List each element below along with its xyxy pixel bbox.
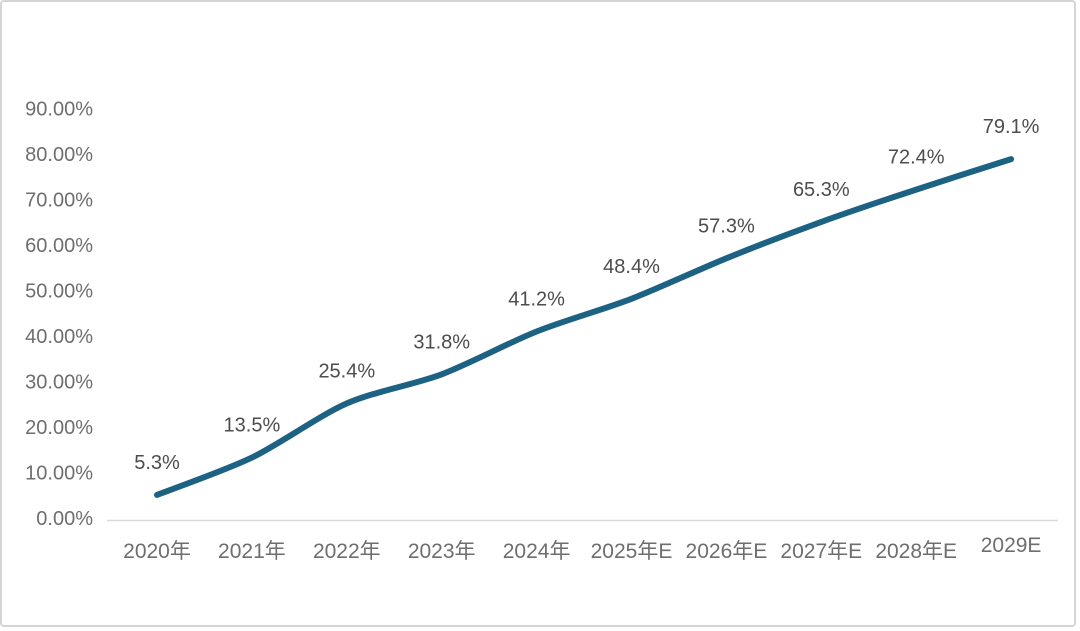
- series-line: [154, 156, 1015, 498]
- data-label: 25.4%: [318, 360, 375, 382]
- y-axis-tick-label: 60.00%: [25, 235, 93, 257]
- data-label: 65.3%: [793, 179, 850, 201]
- data-label: 48.4%: [603, 256, 660, 278]
- data-label: 57.3%: [698, 215, 755, 237]
- y-axis-tick-label: 80.00%: [25, 144, 93, 166]
- y-axis-tick-label: 50.00%: [25, 281, 93, 303]
- data-label: 41.2%: [508, 289, 565, 311]
- data-label: 72.4%: [888, 147, 945, 169]
- y-axis-tick-label: 0.00%: [36, 508, 93, 530]
- data-label: 5.3%: [134, 452, 180, 474]
- x-axis-tick-label: 2029E: [981, 534, 1042, 557]
- data-label: 31.8%: [413, 331, 470, 353]
- data-label: 79.1%: [983, 116, 1040, 138]
- x-axis-tick-label: 2024年: [503, 540, 571, 563]
- y-axis-tick-label: 90.00%: [25, 99, 93, 121]
- x-axis-tick-label: 2021年: [218, 540, 286, 563]
- y-axis-tick-label: 10.00%: [25, 463, 93, 485]
- x-axis-tick-label: 2022年: [313, 540, 381, 563]
- data-label: 13.5%: [224, 415, 281, 437]
- x-axis-tick-label: 2025年E: [591, 540, 673, 563]
- x-axis-tick-label: 2028年E: [875, 540, 957, 563]
- x-axis-tick-label: 2027年E: [780, 540, 862, 563]
- y-axis-tick-label: 30.00%: [25, 372, 93, 394]
- y-axis-tick-label: 70.00%: [25, 190, 93, 212]
- x-axis-tick-label: 2020年: [123, 540, 191, 563]
- y-axis-tick-label: 40.00%: [25, 326, 93, 348]
- x-axis-tick-label: 2026年E: [686, 540, 768, 563]
- y-axis-tick-label: 20.00%: [25, 417, 93, 439]
- x-axis-tick-label: 2023年: [408, 540, 476, 563]
